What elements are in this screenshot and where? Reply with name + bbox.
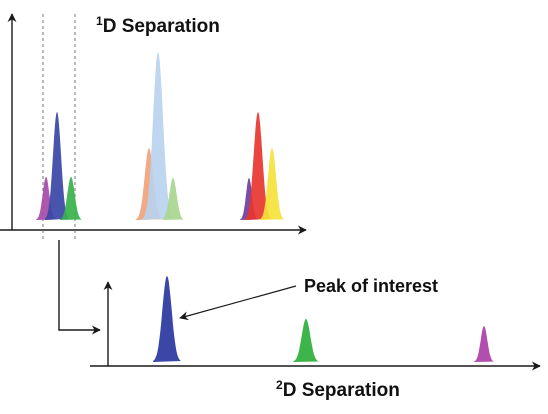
peak-1d-lightgreen: [162, 178, 184, 220]
peak-1d-darkblue: [45, 112, 69, 220]
peak-1d-red: [245, 112, 271, 220]
2d-peaks: [153, 276, 494, 362]
2d-separation-title: 2D Separation: [276, 378, 400, 401]
peak-of-interest-label: Peak of interest: [304, 276, 438, 296]
peak-1d-green-a: [60, 177, 82, 220]
peak-2d-darkblue: [153, 276, 181, 362]
1d-separation-title: 1D Separation: [96, 14, 220, 37]
peak-2d-green: [293, 319, 319, 362]
peak-1d-lightblue: [143, 52, 173, 220]
peak-1d-yellow: [260, 148, 284, 220]
peak-of-interest-arrow: [179, 285, 297, 321]
peak-2d-purple: [474, 326, 494, 362]
1d-peaks: [36, 52, 284, 220]
transfer-arrow: [58, 240, 101, 335]
